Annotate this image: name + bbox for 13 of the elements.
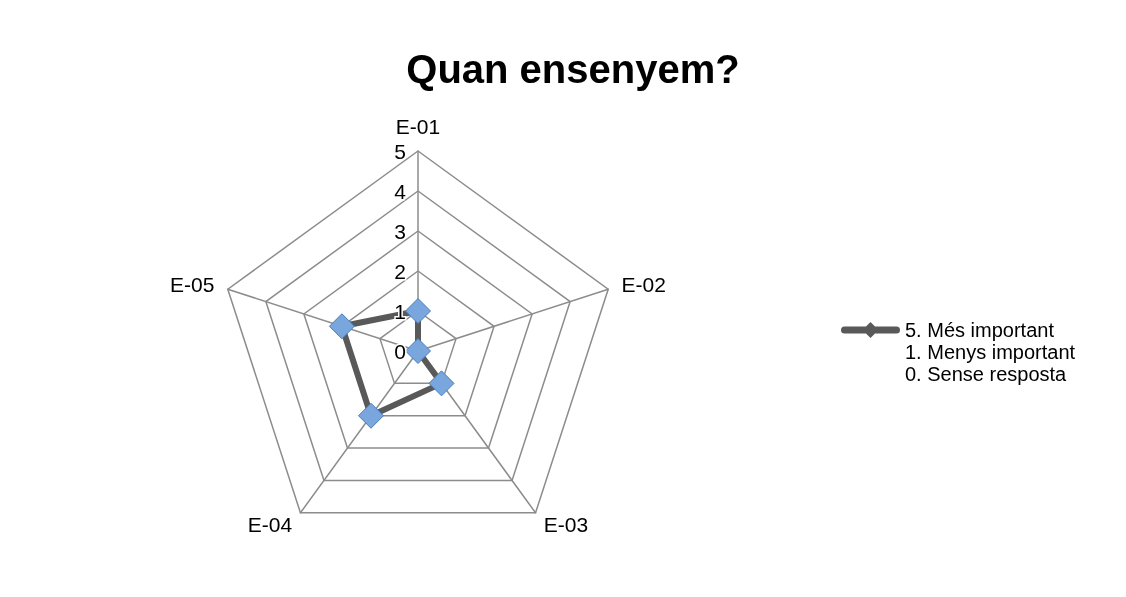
spoke-label: E-02 <box>621 273 666 297</box>
y-tick-label: 2 <box>394 259 406 283</box>
spoke-label: E-03 <box>543 512 589 536</box>
y-tick-label: 0 <box>394 339 406 363</box>
chart-title: Quan ensenyem? <box>406 47 740 91</box>
y-tick-label: 4 <box>394 179 407 203</box>
legend-label: 5. Més important 1. Menys important 0. Sense resposta <box>905 319 1076 385</box>
spoke-label: E-01 <box>395 115 441 138</box>
y-tick-label: 5 <box>394 139 406 163</box>
spoke-label: E-04 <box>247 512 293 536</box>
y-tick-label: 3 <box>394 219 406 243</box>
y-tick-label: 1 <box>394 299 406 323</box>
spoke-label: E-05 <box>170 273 215 297</box>
